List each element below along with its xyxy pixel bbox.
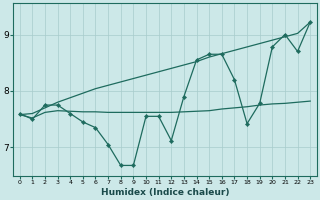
- X-axis label: Humidex (Indice chaleur): Humidex (Indice chaleur): [101, 188, 229, 197]
